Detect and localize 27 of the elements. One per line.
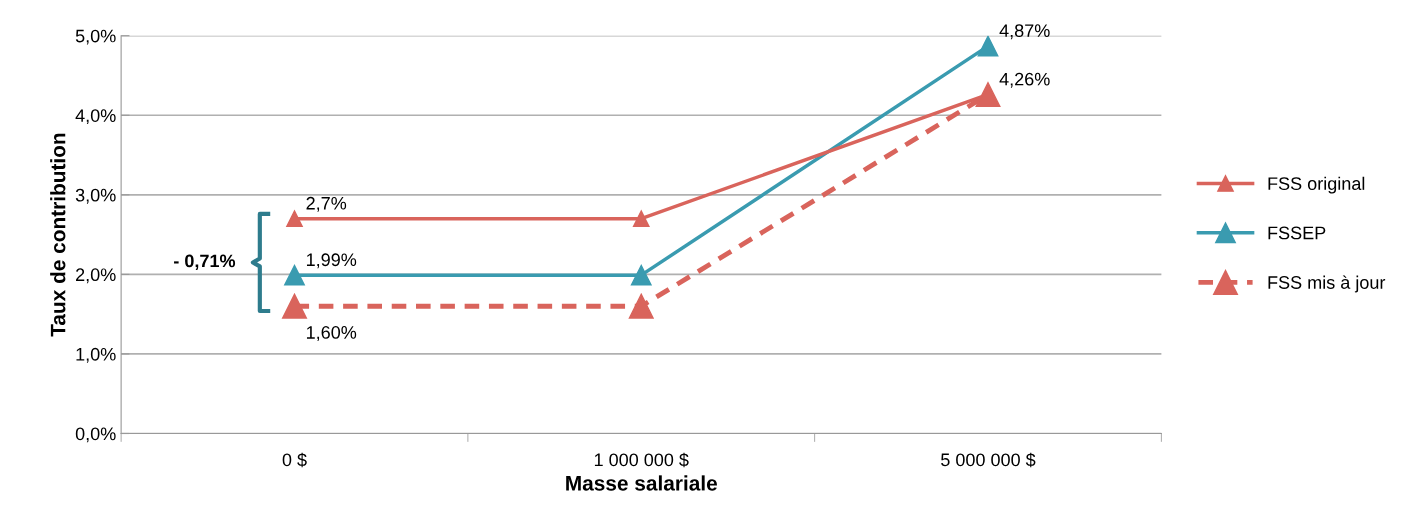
point [632,210,650,228]
y-tick-label: 2,0% [76,268,116,284]
legend-label: FSS mis à jour [1268,275,1386,293]
data-label: 1,60% [306,326,357,341]
y-axis-title: Taux de contribution [50,133,66,337]
y-tick-label: 0,0% [75,427,116,443]
point [284,264,305,286]
y-tick-label: 3,0% [75,188,116,204]
point [630,264,652,286]
x-axis-title: Masse salariale [566,475,717,491]
data-label: 4,26% [999,72,1050,88]
data-label: 4,87% [999,24,1050,40]
x-tick-label: 0 $ [282,452,307,468]
point [286,210,303,228]
x-tick-label: 5 000 000 $ [941,452,1036,468]
y-tick-label: 4,0% [75,109,116,125]
legend-label: FSSEP [1268,226,1326,240]
y-tick-label: 1,0% [76,347,116,363]
point [628,293,654,319]
point [977,35,999,57]
data-label: 1,99% [306,253,357,269]
y-tick-label: 5,0% [75,29,116,45]
x-tick-label: 1 000 000 $ [594,452,689,468]
annotation: - 0,71% [174,254,236,270]
data-label: 2,7% [306,196,347,212]
point [281,293,308,319]
legend-label: FSS original [1268,176,1365,194]
